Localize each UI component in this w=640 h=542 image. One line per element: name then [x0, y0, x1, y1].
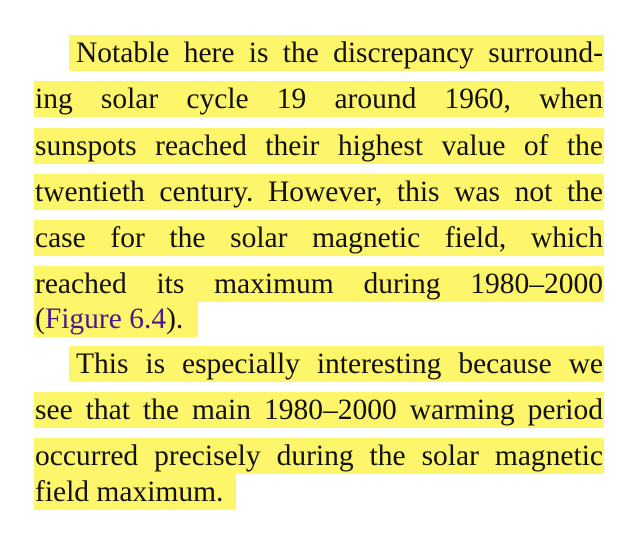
- text-line: occurred precisely during the solar magn…: [35, 440, 603, 472]
- paragraph-2-line-1: This is especially interesting because w…: [0, 338, 640, 390]
- paragraph-1-line-1: Notable here is the discrepancy surround…: [0, 27, 640, 79]
- text-line: twentieth century. However, this was not…: [35, 176, 603, 208]
- highlight: [34, 438, 604, 474]
- text-line: case for the solar magnetic field, which: [35, 222, 603, 254]
- close-paren: ).: [166, 303, 184, 335]
- text-line: see that the main 1980–2000 warming peri…: [35, 394, 603, 426]
- text-line: (Figure 6.4).: [35, 293, 183, 345]
- paragraph-1-line-7: (Figure 6.4).: [0, 293, 640, 345]
- text-line: field maximum.: [35, 476, 224, 508]
- highlight: [34, 81, 604, 117]
- text-line: ing solar cycle 19 around 1960, when: [35, 83, 603, 115]
- paragraph-1-line-6: reached its maximum during 1980–2000: [0, 258, 640, 310]
- highlight: [34, 474, 236, 510]
- highlight: [34, 128, 604, 164]
- highlight: [34, 392, 604, 428]
- paragraph-1-line-2: ing solar cycle 19 around 1960, when: [0, 73, 640, 125]
- paragraph-1-line-5: case for the solar magnetic field, which: [0, 212, 640, 264]
- highlight: [34, 174, 604, 210]
- open-paren: (: [35, 303, 45, 335]
- paragraph-2-line-4: field maximum.: [0, 466, 640, 518]
- highlight: [34, 220, 604, 256]
- highlight: [69, 35, 604, 71]
- paragraph-1-line-4: twentieth century. However, this was not…: [0, 166, 640, 218]
- highlight: [69, 346, 604, 382]
- highlight: [34, 301, 198, 337]
- paragraph-2-line-2: see that the main 1980–2000 warming peri…: [0, 384, 640, 436]
- text-line: Notable here is the discrepancy surround…: [76, 37, 603, 69]
- text-line: reached its maximum during 1980–2000: [35, 268, 603, 300]
- text-line: This is especially interesting because w…: [76, 348, 603, 380]
- paragraph-2-line-3: occurred precisely during the solar magn…: [0, 430, 640, 482]
- paragraph-1-line-3: sunspots reached their highest value of …: [0, 120, 640, 172]
- figure-link[interactable]: Figure 6.4: [44, 303, 167, 335]
- highlight: [34, 266, 604, 302]
- text-line: sunspots reached their highest value of …: [35, 130, 603, 162]
